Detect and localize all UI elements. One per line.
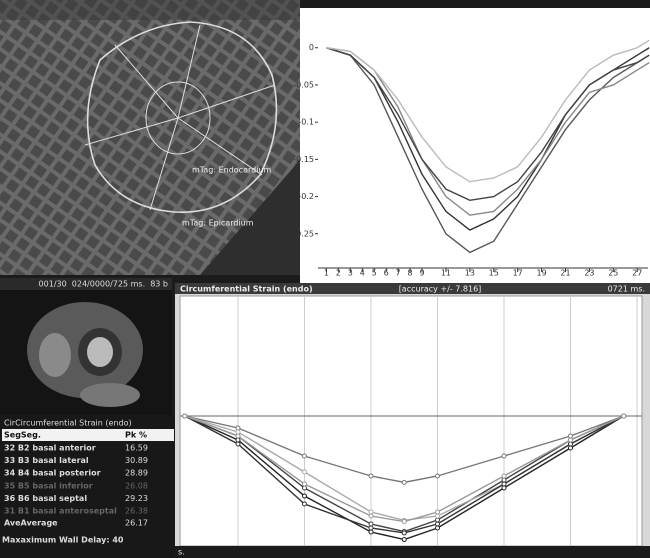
point-marker	[369, 530, 373, 534]
strain-chart-title: Circumferential Strain (endo)	[180, 285, 313, 294]
max-delay: Maxaximum Wall Delay: 40	[2, 536, 124, 545]
point-marker	[369, 522, 373, 526]
point-marker	[302, 502, 306, 506]
x-tick-label: 7	[396, 269, 401, 278]
peak-value: 29.23	[125, 494, 148, 503]
x-tick-label: 13	[465, 269, 475, 278]
frame-chart-bg	[300, 8, 650, 285]
x-tick-label: 11	[441, 269, 451, 278]
point-marker	[436, 474, 440, 478]
point-marker	[402, 538, 406, 542]
point-marker	[502, 482, 506, 486]
x-tick-label: 9	[419, 269, 424, 278]
segment-name: 35 B5 basal inferior	[4, 481, 93, 490]
point-marker	[569, 446, 573, 450]
peak-value: 28.89	[125, 469, 148, 478]
cine-image	[0, 290, 172, 415]
point-marker	[502, 454, 506, 458]
point-marker	[436, 526, 440, 530]
y-tick-label: -0.2	[298, 192, 314, 201]
x-tick-label: 23	[584, 269, 594, 278]
point-marker	[236, 434, 240, 438]
point-marker	[236, 426, 240, 430]
point-marker	[622, 414, 626, 418]
point-marker	[569, 434, 573, 438]
screen: mTag: Endocardium mTag: Epicardium 12345…	[0, 0, 650, 558]
point-marker	[369, 526, 373, 530]
point-marker	[302, 482, 306, 486]
average-label: AveAverage	[4, 519, 58, 528]
point-marker	[402, 520, 406, 524]
epicardium-label: mTag: Epicardium	[182, 219, 254, 228]
x-tick-label: 25	[608, 269, 618, 278]
peak-value: 26.38	[125, 507, 148, 516]
table-header: SegSeg.	[4, 431, 41, 440]
x-tick-label: 1	[324, 269, 329, 278]
point-marker	[236, 442, 240, 446]
x-tick-label: 21	[560, 269, 570, 278]
point-marker	[436, 518, 440, 522]
x-tick-label: 27	[632, 269, 642, 278]
point-marker	[302, 470, 306, 474]
endocardium-label: mTag: Endocardium	[192, 166, 271, 175]
point-marker	[236, 438, 240, 442]
y-tick-label: 0	[309, 43, 314, 52]
average-value: 26.17	[125, 519, 148, 528]
tag-image	[0, 0, 300, 275]
point-marker	[569, 438, 573, 442]
time: 0721 ms.	[608, 285, 645, 294]
point-marker	[402, 531, 406, 535]
y-tick-label: -0.25	[293, 229, 314, 238]
point-marker	[302, 486, 306, 490]
accuracy: [accuracy +/- 7.816]	[399, 285, 482, 294]
point-marker	[436, 510, 440, 514]
x-tick-label: 8	[408, 269, 413, 278]
strain-plot-bg	[180, 296, 642, 546]
x-tick-label: 19	[536, 269, 546, 278]
peak-value: 16.59	[125, 444, 148, 453]
x-tick-label: 4	[360, 269, 365, 278]
point-marker	[502, 474, 506, 478]
table-header: Pk %	[125, 431, 147, 440]
y-tick-label: -0.05	[293, 80, 314, 89]
point-marker	[502, 486, 506, 490]
point-marker	[236, 430, 240, 434]
point-marker	[436, 522, 440, 526]
x-tick-label: 6	[384, 269, 389, 278]
x-tick-label: 2	[336, 269, 341, 278]
y-tick-label: -0.1	[298, 118, 314, 127]
peak-value: 30.89	[125, 456, 148, 465]
point-marker	[369, 474, 373, 478]
peak-value: 26.08	[125, 481, 148, 490]
point-marker	[502, 478, 506, 482]
point-marker	[402, 480, 406, 484]
segment-name: 31 B1 basal anteroseptal	[4, 507, 117, 516]
point-marker	[302, 494, 306, 498]
segment-name: 36 B6 basal septal	[4, 494, 87, 503]
segment-name: 32 B2 basal anterior	[4, 444, 96, 453]
x-axis-label: s.	[178, 548, 185, 557]
segment-name: 33 B3 basal lateral	[4, 456, 89, 465]
frame-info: 001/30 024/0000/725 ms. 83 b	[39, 280, 168, 289]
x-tick-label: 17	[513, 269, 523, 278]
x-tick-label: 5	[372, 269, 377, 278]
x-tick-label: 3	[348, 269, 353, 278]
point-marker	[436, 514, 440, 518]
x-axis-bar	[175, 546, 650, 558]
segment-name: 34 B4 basal posterior	[4, 469, 101, 478]
point-marker	[569, 442, 573, 446]
point-marker	[369, 514, 373, 518]
point-marker	[302, 454, 306, 458]
y-tick-label: -0.15	[293, 155, 314, 164]
x-tick-label: 15	[489, 269, 499, 278]
table-title: CirCircumferential Strain (endo)	[4, 419, 132, 428]
point-marker	[369, 510, 373, 514]
point-marker	[183, 414, 187, 418]
